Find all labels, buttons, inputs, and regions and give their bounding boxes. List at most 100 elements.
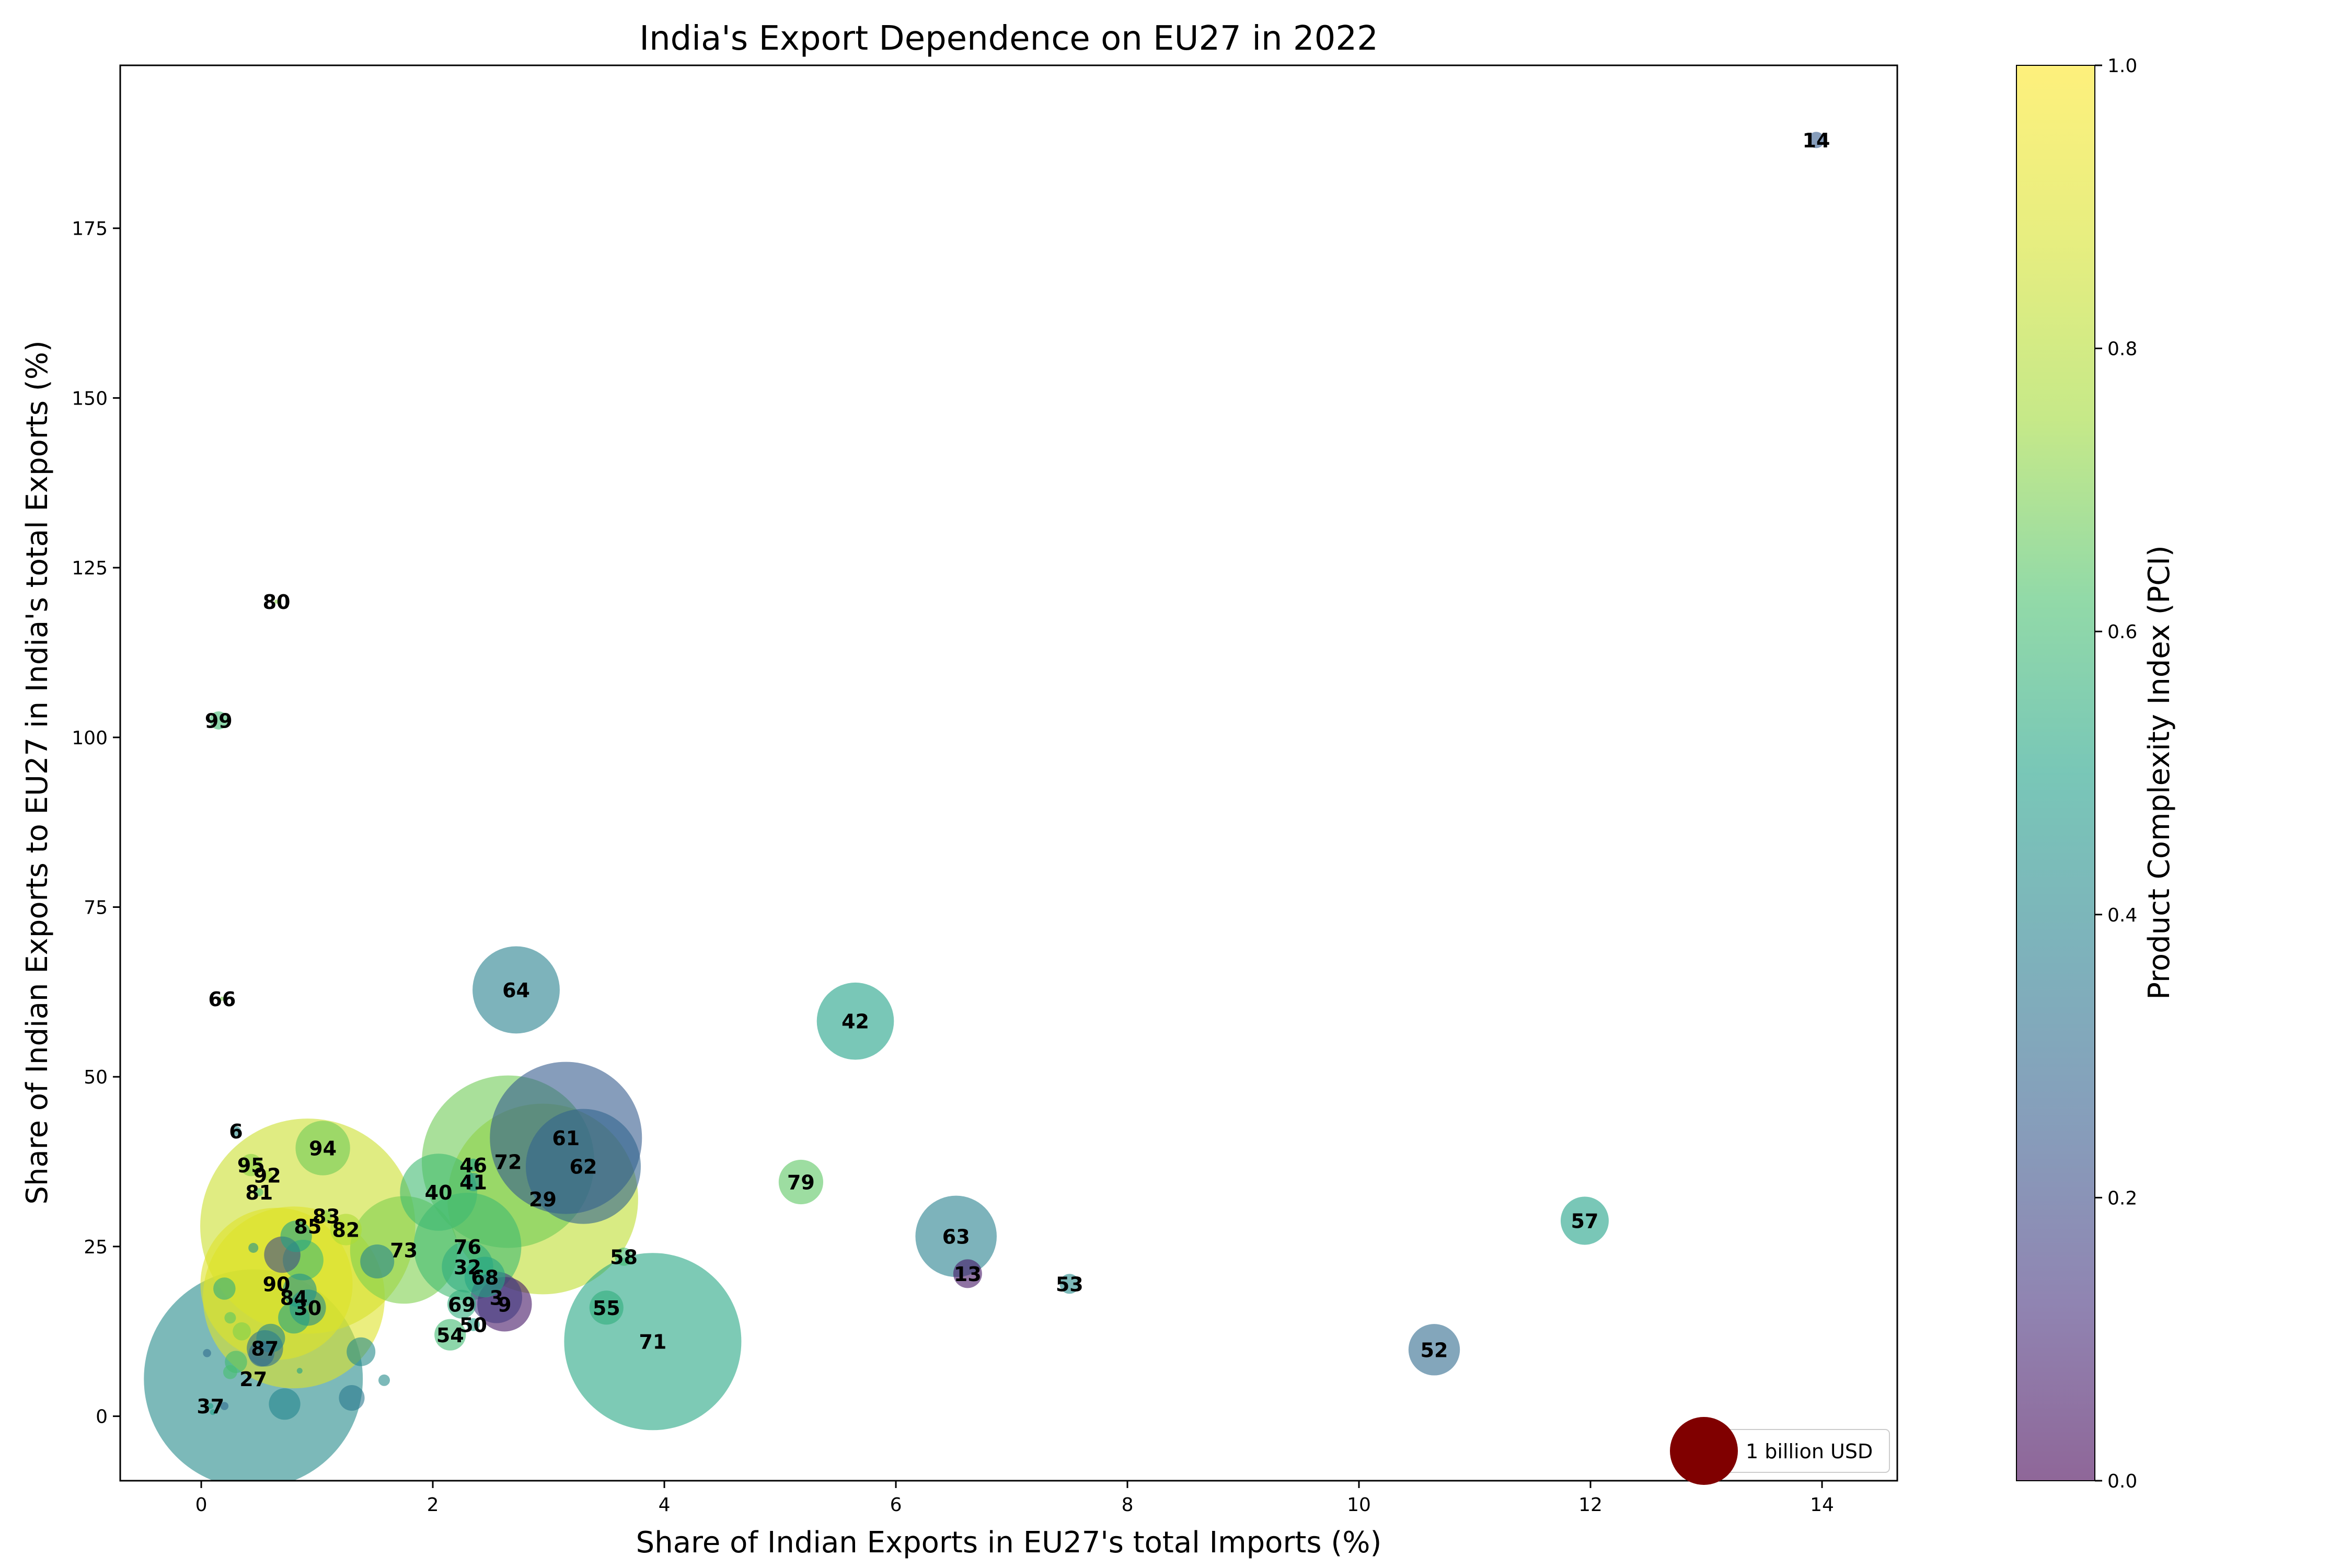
y-tick-label: 175 (72, 218, 108, 240)
point-label-76: 76 (454, 1236, 481, 1259)
point-label-32: 32 (454, 1256, 481, 1279)
bubble-hs-46 (467, 1158, 480, 1172)
point-label-54: 54 (436, 1324, 464, 1347)
bubble-hs-14 (1808, 132, 1825, 148)
bubble-unlabeled-50 (223, 1365, 237, 1379)
chart-title: India's Export Dependence on EU27 in 202… (639, 19, 1378, 58)
bubble-hs-69 (447, 1289, 476, 1319)
point-label-37: 37 (197, 1395, 224, 1418)
point-label-63: 63 (942, 1225, 970, 1248)
bubble-unlabeled-58 (248, 1242, 259, 1253)
point-label-92: 92 (253, 1165, 281, 1187)
point-label-58: 58 (610, 1246, 638, 1269)
x-tick-label: 4 (659, 1494, 671, 1516)
bubble-hs-53 (1059, 1274, 1080, 1294)
bubble-hs-82 (330, 1214, 362, 1246)
colorbar-tick-label: 0.2 (2107, 1187, 2137, 1209)
y-tick-label: 150 (72, 388, 108, 409)
bubble-unlabeled-34 (278, 1302, 310, 1334)
bubble-hs-42 (816, 982, 894, 1060)
x-axis-ticks: 0 2 4 6 8 10 12 14 (195, 1481, 1834, 1516)
colorbar-tick-label: 1.0 (2107, 55, 2137, 77)
bubble-hs-52 (1408, 1324, 1460, 1376)
bubble-unlabeled-61 (203, 1349, 211, 1357)
point-label-62: 62 (570, 1156, 597, 1179)
point-label-29: 29 (529, 1188, 557, 1211)
bubble-unlabeled-29 (282, 1273, 317, 1308)
x-tick-label: 10 (1347, 1494, 1371, 1516)
y-tick-label: 25 (84, 1237, 108, 1258)
point-label-95: 95 (237, 1154, 265, 1177)
bubble-hs-95 (239, 1154, 262, 1177)
point-label-85: 85 (294, 1215, 321, 1238)
point-label-55: 55 (593, 1297, 620, 1320)
bubble-hs-37 (207, 1403, 214, 1409)
bubble-unlabeled-48 (233, 1322, 251, 1341)
point-label-50: 50 (459, 1313, 487, 1336)
point-label-73: 73 (390, 1239, 418, 1262)
bubble-hs-66 (220, 996, 224, 1001)
bubble-hs-13 (953, 1259, 982, 1288)
point-label-46: 46 (459, 1154, 487, 1177)
colorbar-title: Product Complexity Index (PCI) (2142, 545, 2176, 1000)
point-label-82: 82 (332, 1218, 360, 1241)
bubble-hs-54 (434, 1319, 466, 1351)
point-label-87: 87 (251, 1338, 279, 1361)
bubble-unlabeled-28 (360, 1244, 395, 1279)
bubble-hs-64 (472, 946, 560, 1034)
point-label-41: 41 (459, 1171, 487, 1194)
bubble-hs-68 (464, 1256, 505, 1298)
point-label-72: 72 (494, 1151, 522, 1174)
bubble-unlabeled-39 (339, 1385, 365, 1411)
bubble-hs-50 (467, 1318, 480, 1331)
plot-frame (119, 64, 1898, 1482)
bubble-hs-58 (615, 1248, 633, 1266)
colorbar-ticks: 0.0 0.2 0.4 0.6 0.8 1.0 (2095, 55, 2137, 1492)
bubble-unlabeled-42 (213, 1277, 236, 1300)
bubble-hs-99 (209, 711, 228, 730)
bubble-unlabeled-40 (248, 1341, 274, 1367)
point-label-71: 71 (639, 1331, 666, 1354)
point-label-57: 57 (1571, 1210, 1599, 1233)
point-label-69: 69 (448, 1293, 476, 1316)
point-label-68: 68 (471, 1266, 499, 1289)
point-label-61: 61 (552, 1127, 580, 1150)
point-label-42: 42 (841, 1010, 869, 1033)
point-label-83: 83 (313, 1205, 340, 1228)
point-label-40: 40 (425, 1181, 453, 1204)
bubble-hs-40 (400, 1154, 477, 1231)
point-label-3: 3 (490, 1286, 503, 1309)
bubble-unlabeled-32 (269, 1388, 301, 1420)
point-label-27: 27 (239, 1368, 267, 1391)
colorbar-tick-label: 0.6 (2107, 621, 2137, 643)
point-label-66: 66 (208, 988, 236, 1011)
point-label-30: 30 (294, 1297, 321, 1320)
bubble-hs-6 (230, 1126, 241, 1136)
bubble-unlabeled-55 (224, 1312, 236, 1324)
point-label-81: 81 (245, 1181, 273, 1204)
point-label-84: 84 (280, 1286, 308, 1309)
bubble-hs-63 (915, 1195, 997, 1277)
y-tick-label: 0 (96, 1406, 108, 1428)
bubble-hs-94 (295, 1121, 350, 1175)
bubble-unlabeled-63 (210, 1409, 216, 1415)
point-label-90: 90 (263, 1273, 291, 1296)
y-axis-title: Share of Indian Exports to EU27 in India… (20, 340, 54, 1204)
colorbar-tick-label: 0.8 (2107, 339, 2137, 360)
bubble-unlabeled-60 (220, 1402, 229, 1410)
point-label-64: 64 (502, 979, 530, 1002)
colorbar-tick-label: 0.4 (2107, 905, 2137, 926)
x-tick-label: 0 (195, 1494, 207, 1516)
bubble-hs-79 (778, 1159, 824, 1205)
bubble-hs-41 (464, 1173, 482, 1191)
bubble-hs-81 (255, 1188, 263, 1196)
bubble-unlabeled-33 (280, 1220, 312, 1252)
point-label-6: 6 (229, 1120, 243, 1143)
x-tick-label: 14 (1810, 1494, 1834, 1516)
point-label-99: 99 (205, 709, 233, 732)
y-tick-label: 50 (84, 1067, 108, 1088)
bubble-hs-62 (525, 1109, 641, 1224)
bubble-hs-92 (262, 1170, 272, 1181)
bubble-hs-57 (1560, 1196, 1609, 1245)
